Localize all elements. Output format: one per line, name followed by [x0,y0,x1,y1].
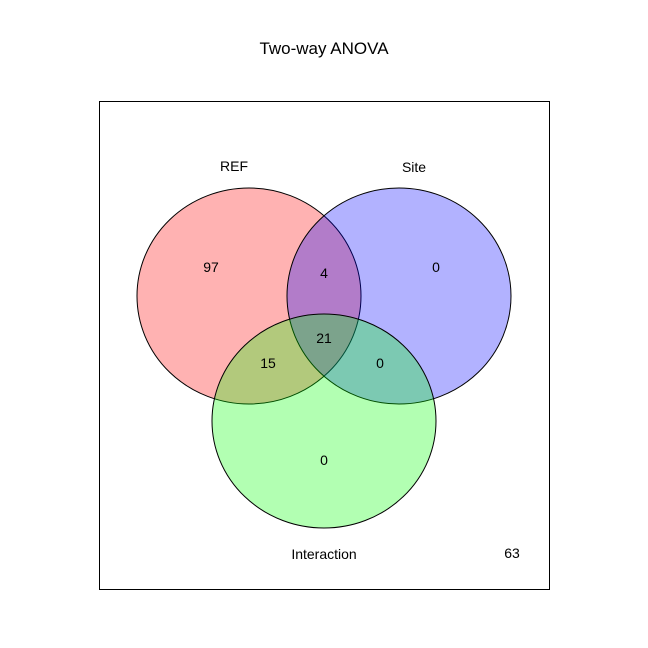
circle-interaction [211,313,437,529]
count-ref-only: 97 [203,259,219,275]
count-all-three: 21 [316,330,332,346]
set-label-site: Site [402,159,426,175]
plot-frame [99,101,550,590]
count-site-interaction: 0 [376,355,384,371]
circle-site [286,187,512,405]
count-ref-site: 4 [320,265,328,281]
count-site-only: 0 [432,259,440,275]
set-label-ref: REF [220,158,248,174]
set-label-interaction: Interaction [291,546,356,562]
count-outside: 63 [504,545,520,561]
circle-ref [136,187,362,405]
count-interaction-only: 0 [320,452,328,468]
diagram-title: Two-way ANOVA [259,39,389,58]
count-ref-interaction: 15 [260,355,276,371]
